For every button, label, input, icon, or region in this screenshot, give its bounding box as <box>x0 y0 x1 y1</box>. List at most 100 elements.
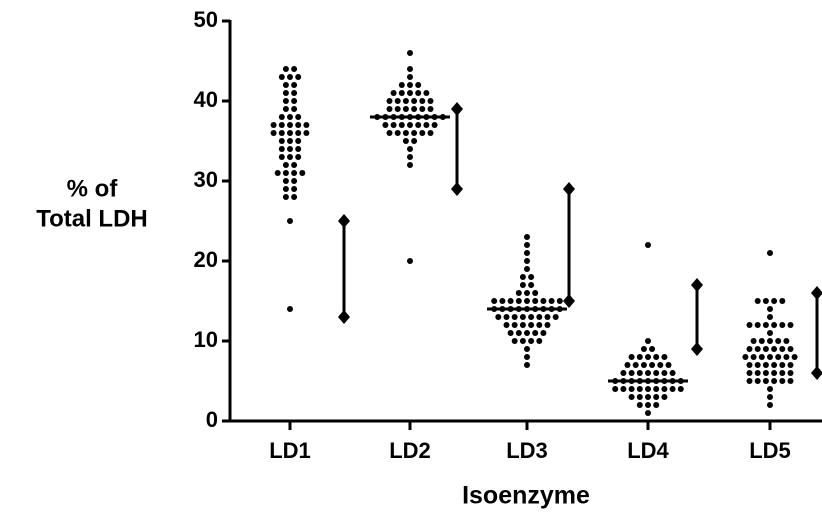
data-point <box>783 354 790 360</box>
data-point <box>278 146 285 152</box>
data-point <box>407 66 413 72</box>
data-point <box>287 154 293 160</box>
range-end <box>563 182 575 196</box>
data-point <box>282 82 289 88</box>
data-point <box>645 370 651 376</box>
data-point <box>544 314 551 320</box>
data-point <box>419 130 426 136</box>
data-point <box>767 386 773 392</box>
range-end <box>563 294 575 308</box>
x-tick-label: LD3 <box>506 438 548 463</box>
data-point <box>382 122 389 128</box>
data-point <box>779 362 786 368</box>
data-point <box>291 90 298 96</box>
data-point <box>628 386 635 392</box>
data-point <box>427 130 434 136</box>
data-point <box>628 370 635 376</box>
data-point <box>427 106 434 112</box>
data-point <box>528 338 535 344</box>
data-point <box>287 114 293 120</box>
range-end <box>338 214 350 228</box>
data-point <box>754 298 761 304</box>
data-point <box>762 378 769 384</box>
data-point <box>620 386 627 392</box>
data-point <box>407 90 413 96</box>
data-point <box>612 386 619 392</box>
data-point <box>415 122 422 128</box>
data-point <box>282 90 289 96</box>
data-point <box>775 354 782 360</box>
data-point <box>524 234 530 240</box>
data-point <box>657 362 664 368</box>
data-point <box>645 410 651 416</box>
x-axis-label: Isoenzyme <box>462 482 590 510</box>
data-point <box>677 386 684 392</box>
data-point <box>640 362 647 368</box>
data-point <box>536 322 543 328</box>
data-point <box>528 314 535 320</box>
data-point <box>636 370 643 376</box>
range-end <box>338 310 350 324</box>
data-point <box>407 258 413 264</box>
data-point <box>787 346 794 352</box>
y-tick-label: 0 <box>206 407 218 432</box>
data-point <box>524 354 530 360</box>
range-end <box>451 102 463 116</box>
data-point <box>528 322 535 328</box>
data-point <box>767 330 773 336</box>
data-point <box>536 338 543 344</box>
data-point <box>758 338 765 344</box>
data-point <box>754 378 761 384</box>
data-point <box>528 282 535 288</box>
data-point <box>628 354 635 360</box>
data-point <box>767 338 773 344</box>
data-point <box>278 154 285 160</box>
data-point <box>762 322 769 328</box>
data-point <box>282 98 289 104</box>
data-point <box>503 314 510 320</box>
data-point <box>303 130 310 136</box>
data-point <box>653 370 660 376</box>
data-point <box>390 122 397 128</box>
data-point <box>407 122 413 128</box>
data-point <box>295 154 302 160</box>
data-point <box>540 330 547 336</box>
data-point <box>750 338 757 344</box>
data-point <box>295 114 302 120</box>
data-point <box>524 250 530 256</box>
data-point <box>787 378 794 384</box>
data-point <box>620 370 627 376</box>
data-point <box>282 106 289 112</box>
data-point <box>419 98 426 104</box>
data-point <box>411 106 418 112</box>
data-point <box>287 74 293 80</box>
data-point <box>291 98 298 104</box>
y-tick-label: 30 <box>194 167 218 192</box>
data-point <box>746 346 753 352</box>
range-end <box>451 182 463 196</box>
data-point <box>746 322 753 328</box>
data-point <box>407 50 413 56</box>
data-point <box>423 90 430 96</box>
data-point <box>645 338 651 344</box>
data-point <box>532 330 539 336</box>
data-point <box>402 138 409 144</box>
y-axis-label: % of <box>67 175 119 202</box>
data-point <box>669 370 676 376</box>
data-point <box>291 194 298 200</box>
data-point <box>299 170 306 176</box>
data-point <box>519 274 526 280</box>
y-tick-label: 50 <box>194 7 218 32</box>
data-point <box>791 354 798 360</box>
data-point <box>282 186 289 192</box>
data-point <box>552 314 559 320</box>
data-point <box>624 362 631 368</box>
data-point <box>507 298 514 304</box>
range-end <box>691 278 703 292</box>
data-point <box>519 314 526 320</box>
data-point <box>398 82 405 88</box>
data-point <box>407 82 413 88</box>
data-point <box>746 370 753 376</box>
data-point <box>524 330 530 336</box>
data-point <box>746 362 753 368</box>
